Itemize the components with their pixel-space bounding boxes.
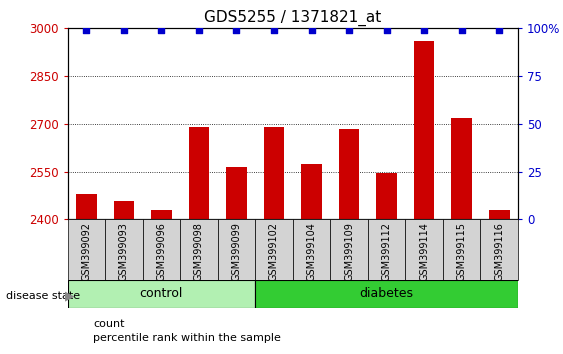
Point: [419, 27, 428, 33]
Text: GSM399096: GSM399096: [157, 222, 167, 281]
Text: control: control: [140, 287, 183, 300]
Text: GSM399099: GSM399099: [231, 222, 242, 281]
Bar: [293, 219, 330, 280]
Bar: [151, 210, 172, 219]
Bar: [339, 129, 359, 219]
Bar: [263, 127, 284, 219]
Bar: [414, 41, 435, 219]
Bar: [301, 164, 322, 219]
Text: GSM399109: GSM399109: [344, 222, 354, 281]
Point: [307, 27, 316, 33]
Bar: [330, 219, 368, 280]
Bar: [226, 167, 247, 219]
Bar: [76, 194, 97, 219]
Point: [157, 27, 166, 33]
Point: [345, 27, 354, 33]
Bar: [480, 219, 518, 280]
Text: GSM399104: GSM399104: [306, 222, 316, 281]
Point: [232, 27, 241, 33]
Bar: [255, 280, 518, 308]
Bar: [68, 219, 105, 280]
Text: GSM399092: GSM399092: [81, 222, 91, 281]
Text: GSM399093: GSM399093: [119, 222, 129, 281]
Text: diabetes: diabetes: [360, 287, 414, 300]
Bar: [443, 219, 480, 280]
Text: GSM399115: GSM399115: [457, 222, 467, 281]
Bar: [180, 219, 218, 280]
Text: GSM399112: GSM399112: [382, 222, 392, 281]
Bar: [68, 280, 255, 308]
Bar: [105, 219, 142, 280]
Point: [119, 27, 128, 33]
Text: GSM399098: GSM399098: [194, 222, 204, 281]
Bar: [255, 219, 293, 280]
Point: [194, 27, 203, 33]
Point: [382, 27, 391, 33]
Text: disease state: disease state: [6, 291, 80, 301]
Bar: [405, 219, 443, 280]
Bar: [368, 219, 405, 280]
Text: GSM399114: GSM399114: [419, 222, 429, 281]
Point: [82, 27, 91, 33]
Text: percentile rank within the sample: percentile rank within the sample: [93, 333, 281, 343]
Bar: [376, 173, 397, 219]
Text: GSM399116: GSM399116: [494, 222, 504, 281]
Bar: [142, 219, 180, 280]
Bar: [189, 127, 209, 219]
Text: GSM399102: GSM399102: [269, 222, 279, 281]
Point: [270, 27, 279, 33]
Bar: [114, 201, 134, 219]
Point: [457, 27, 466, 33]
Bar: [452, 118, 472, 219]
Text: count: count: [93, 319, 124, 329]
Bar: [218, 219, 255, 280]
Point: [495, 27, 504, 33]
Title: GDS5255 / 1371821_at: GDS5255 / 1371821_at: [204, 9, 381, 25]
Text: ▶: ▶: [65, 289, 74, 302]
Bar: [489, 210, 510, 219]
